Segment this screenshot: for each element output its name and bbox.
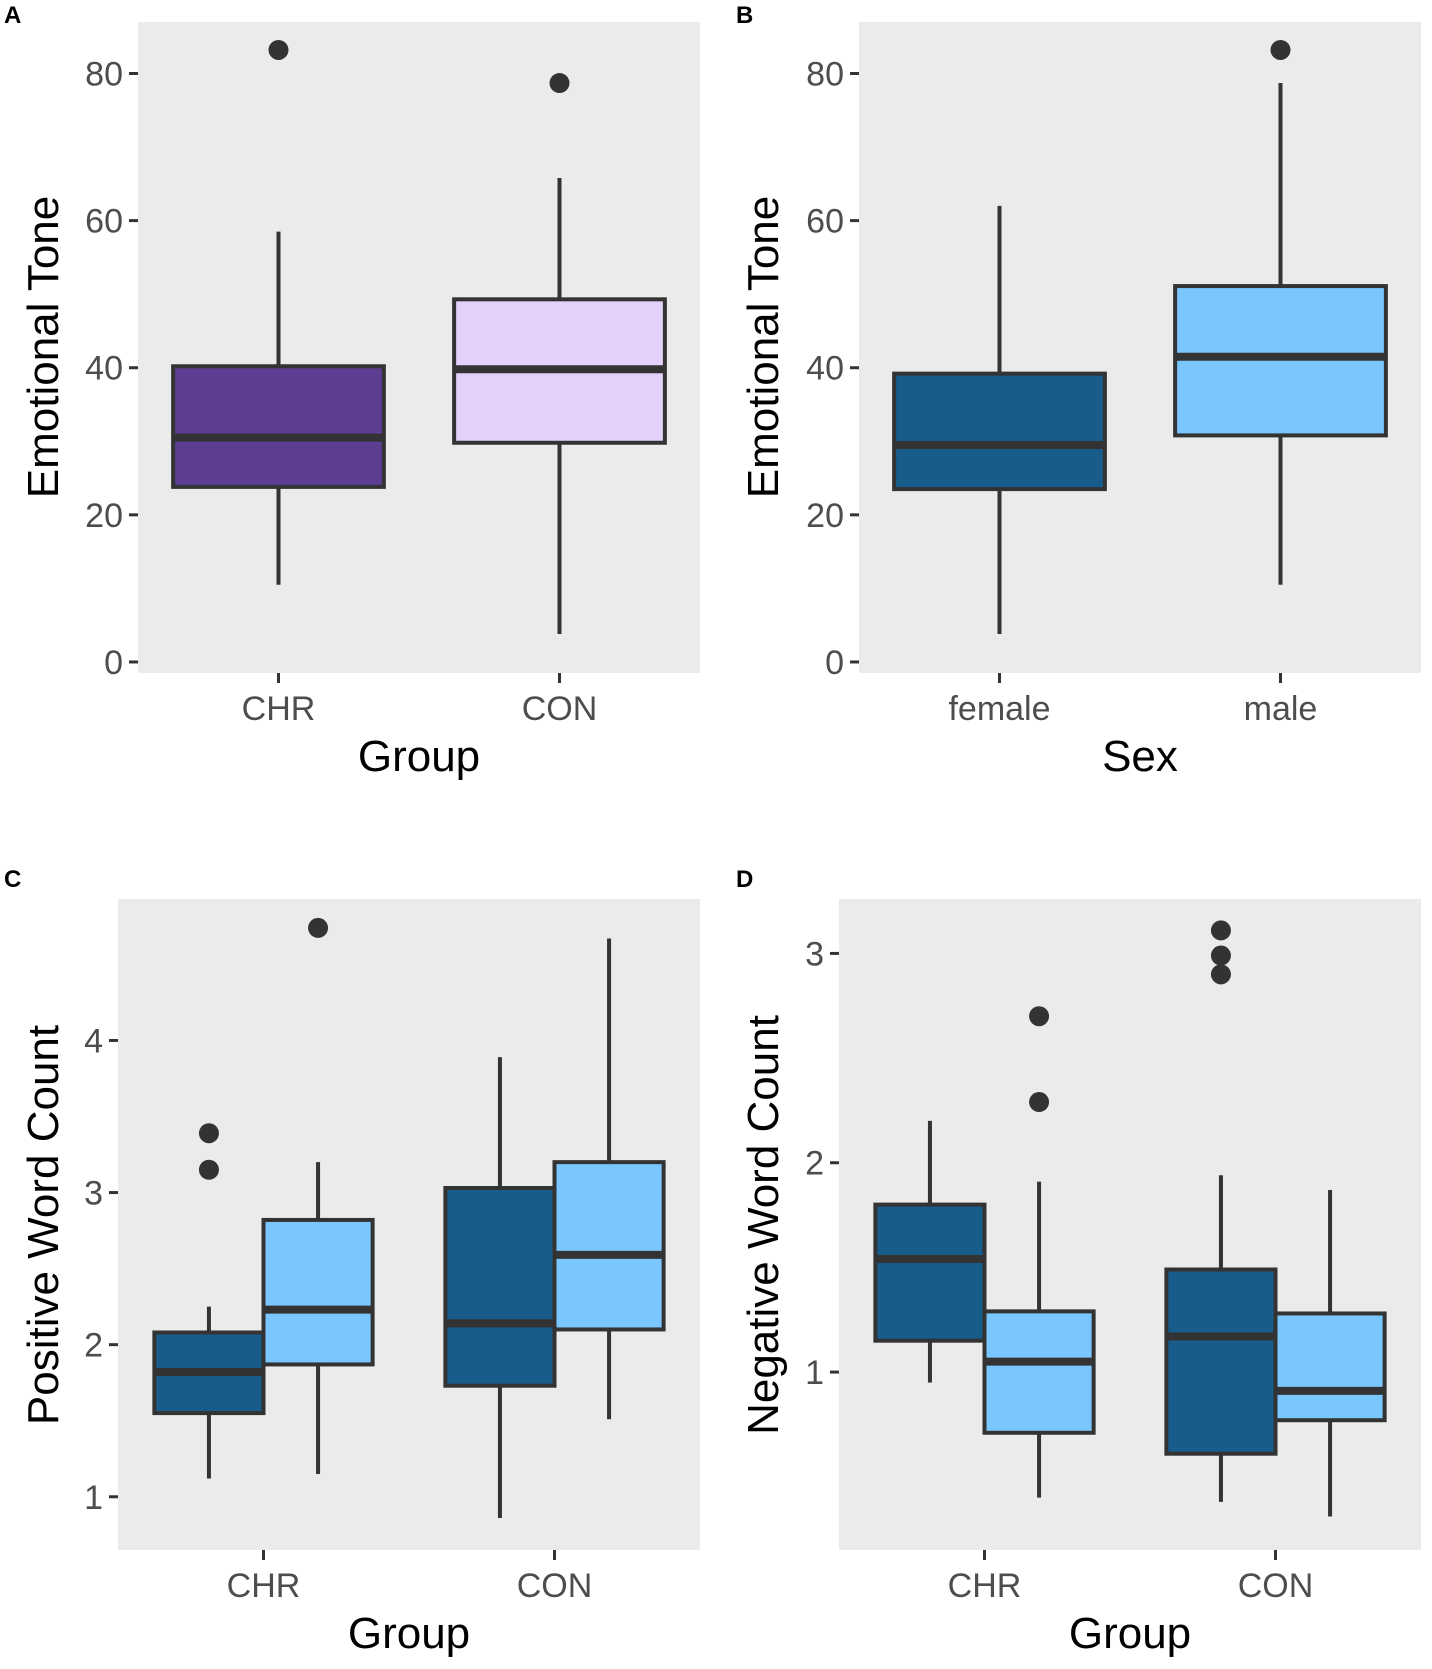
y-tick-label-b-2: 40 <box>806 350 844 388</box>
x-axis-c: CHR CON <box>227 1550 593 1605</box>
x-tick-label-d-0: CHR <box>948 1567 1022 1605</box>
y-tick-label-a-0: 0 <box>104 644 123 682</box>
box-group-b <box>892 39 1388 635</box>
box-c-0-1 <box>443 1185 557 1388</box>
y-tick-label-a-3: 60 <box>85 203 123 241</box>
box-group-d <box>873 920 1387 1517</box>
box-group-a <box>171 39 667 635</box>
x-tick-label-c-1: CON <box>517 1567 593 1605</box>
outlier-c-0-0-1 <box>198 1123 219 1144</box>
panel-c: C 1 2 3 4 CHR CON Group Positive Word Count <box>4 866 700 1658</box>
x-tick-label-b-0: female <box>948 690 1050 728</box>
box-d-0-0 <box>873 1202 987 1343</box>
outlier-c-1-0-0 <box>308 917 329 938</box>
y-tick-label-a-4: 80 <box>85 55 123 93</box>
x-axis-b: female male <box>948 673 1317 728</box>
outlier-d-1-0-0 <box>1029 1092 1050 1113</box>
outlier-d-1-0-1 <box>1029 1006 1050 1027</box>
y-tick-label-d-2: 3 <box>805 935 824 973</box>
box-d-1-0 <box>982 1309 1096 1435</box>
outlier-d-0-1-0 <box>1210 964 1231 985</box>
y-axis-c: 1 2 3 4 <box>84 1022 118 1517</box>
y-tick-label-b-3: 60 <box>806 203 844 241</box>
outlier-d-0-1-2 <box>1210 920 1231 941</box>
y-tick-label-c-2: 3 <box>84 1175 103 1213</box>
x-axis-title-d: Group <box>1069 1609 1191 1658</box>
box-d-1-1 <box>1273 1311 1387 1423</box>
box-d-0-1 <box>1164 1267 1278 1456</box>
x-tick-label-a-1: CON <box>522 690 598 728</box>
y-tick-label-c-3: 4 <box>84 1022 103 1060</box>
y-tick-label-b-4: 80 <box>806 55 844 93</box>
panel-label-d: D <box>736 866 753 893</box>
y-axis-title-a: Emotional Tone <box>19 196 68 499</box>
y-tick-label-c-1: 2 <box>84 1327 103 1365</box>
x-axis-a: CHR CON <box>242 673 598 728</box>
y-tick-label-d-0: 1 <box>805 1354 824 1392</box>
outlier-a-0-0-0 <box>268 39 289 60</box>
box-b-0-0 <box>892 371 1107 492</box>
x-axis-title-a: Group <box>358 732 480 781</box>
x-axis-d: CHR CON <box>948 1550 1314 1605</box>
y-axis-title-c: Positive Word Count <box>19 1025 68 1425</box>
y-axis-title-b: Emotional Tone <box>739 196 788 499</box>
panel-label-a: A <box>4 2 21 29</box>
x-tick-label-a-0: CHR <box>242 690 316 728</box>
x-tick-label-c-0: CHR <box>227 1567 301 1605</box>
y-axis-title-d: Negative Word Count <box>739 1015 788 1435</box>
panel-a: A 0 20 40 60 80 CHR CON Group Emotional Tone <box>4 2 700 781</box>
panel-d: D 1 2 3 CHR CON Group Negative Word Count <box>736 866 1421 1658</box>
panel-b: B 0 20 40 60 80 female male Sex Emotional Ton… <box>736 2 1421 781</box>
outlier-a-0-1-0 <box>549 73 570 94</box>
box-b-0-1 <box>1173 284 1388 438</box>
y-tick-label-b-0: 0 <box>825 644 844 682</box>
x-axis-title-b: Sex <box>1102 732 1178 781</box>
outlier-d-0-1-1 <box>1210 945 1231 966</box>
box-a-0-0 <box>171 364 386 489</box>
y-tick-label-a-1: 20 <box>85 497 123 535</box>
x-tick-label-b-1: male <box>1244 690 1318 728</box>
x-tick-label-d-1: CON <box>1238 1567 1314 1605</box>
y-tick-label-a-2: 40 <box>85 350 123 388</box>
y-tick-label-b-1: 20 <box>806 497 844 535</box>
y-tick-label-d-1: 2 <box>805 1145 824 1183</box>
box-c-1-1 <box>552 1160 666 1332</box>
box-c-1-0 <box>261 1217 375 1367</box>
y-axis-b: 0 20 40 60 80 <box>806 55 859 682</box>
panel-label-c: C <box>4 866 21 893</box>
box-group-c <box>152 917 666 1519</box>
panel-label-b: B <box>736 2 753 29</box>
x-axis-title-c: Group <box>348 1609 470 1658</box>
y-tick-label-c-0: 1 <box>84 1479 103 1517</box>
y-axis-a: 0 20 40 60 80 <box>85 55 138 682</box>
outlier-b-0-1-0 <box>1270 39 1291 60</box>
y-axis-d: 1 2 3 <box>805 935 839 1392</box>
outlier-c-0-0-0 <box>198 1159 219 1180</box>
